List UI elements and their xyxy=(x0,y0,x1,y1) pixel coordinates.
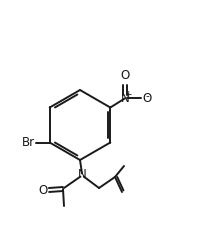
Text: O: O xyxy=(142,92,151,105)
Text: Br: Br xyxy=(22,136,35,149)
Text: O: O xyxy=(39,183,48,197)
Text: O: O xyxy=(120,69,129,83)
Text: N: N xyxy=(78,169,86,182)
Text: -: - xyxy=(146,91,149,101)
Text: N: N xyxy=(121,92,129,104)
Text: +: + xyxy=(125,90,132,99)
